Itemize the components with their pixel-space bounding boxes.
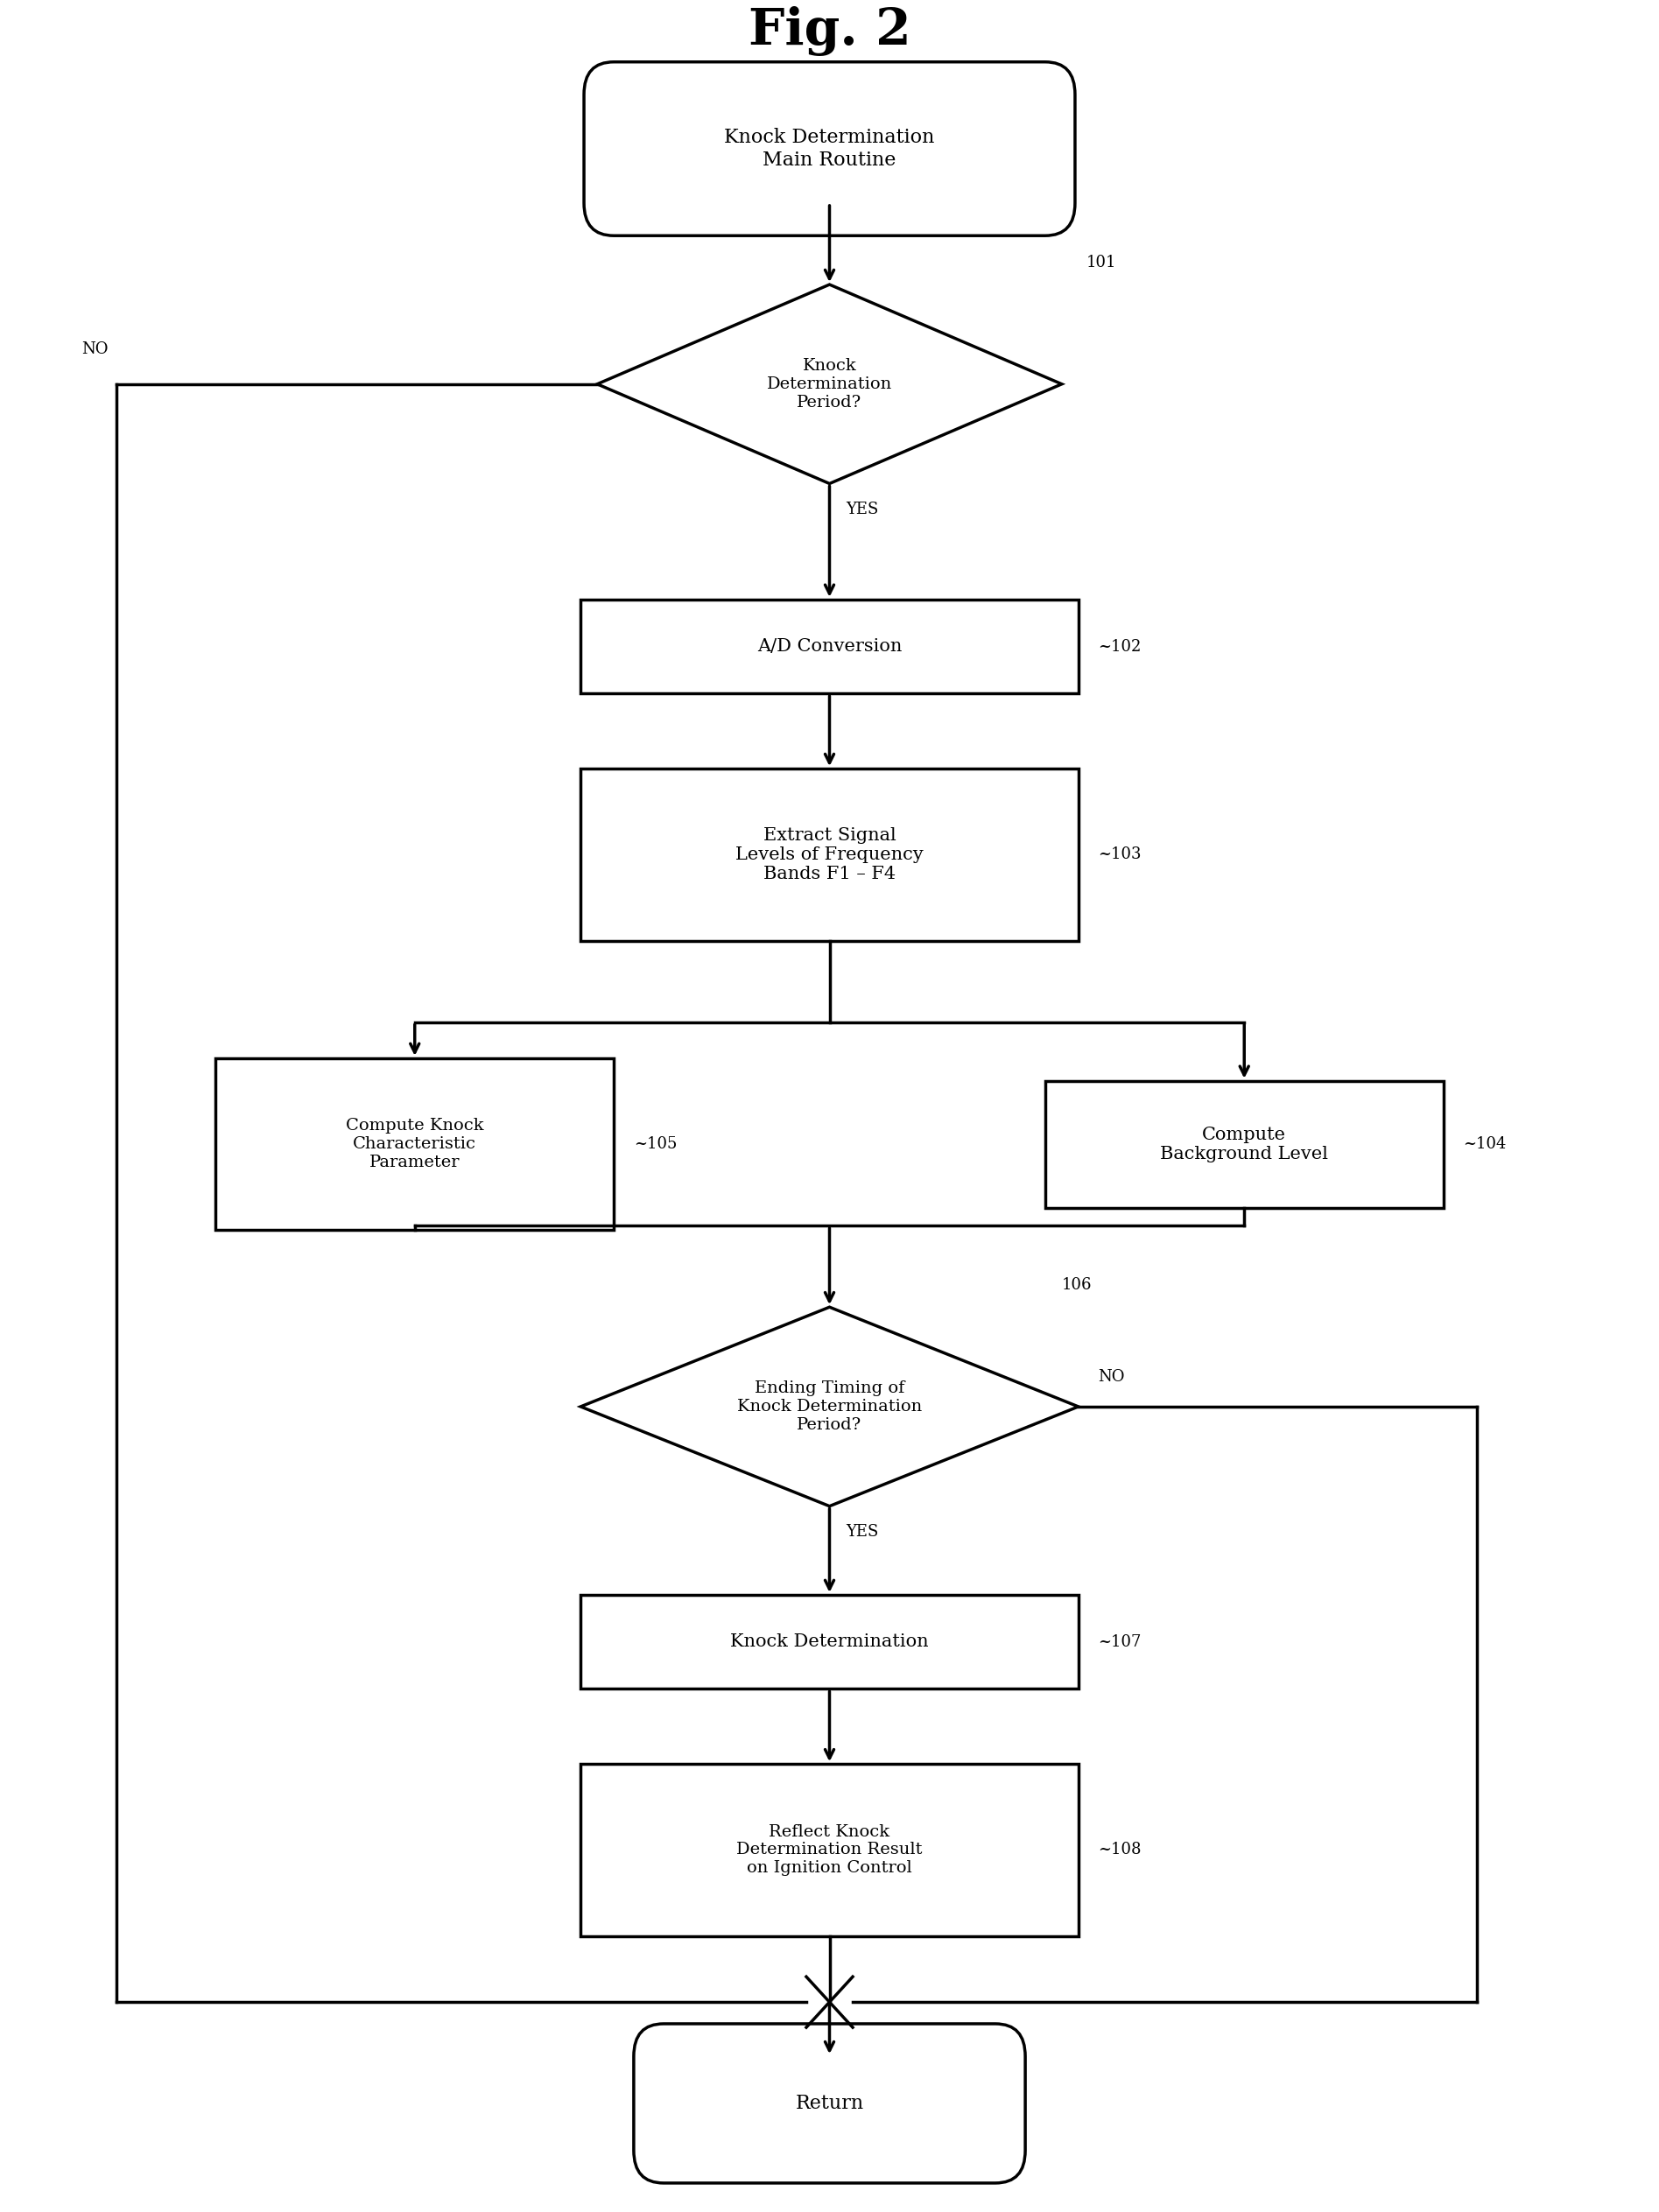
Text: 106: 106 bbox=[1062, 1276, 1092, 1292]
Text: ~105: ~105 bbox=[634, 1137, 677, 1152]
FancyBboxPatch shape bbox=[634, 2024, 1025, 2183]
Text: Knock
Determination
Period?: Knock Determination Period? bbox=[766, 358, 893, 409]
Text: YES: YES bbox=[846, 502, 879, 518]
Text: Knock Determination: Knock Determination bbox=[730, 1635, 929, 1650]
Text: NO: NO bbox=[1098, 1369, 1125, 1385]
Text: Return: Return bbox=[795, 2095, 864, 2112]
Text: ~102: ~102 bbox=[1098, 639, 1141, 655]
Text: 101: 101 bbox=[1087, 254, 1117, 270]
Polygon shape bbox=[581, 1307, 1078, 1506]
Bar bbox=[581, 599, 1078, 695]
Text: Fig. 2: Fig. 2 bbox=[748, 7, 911, 55]
Text: ~107: ~107 bbox=[1098, 1635, 1141, 1650]
FancyBboxPatch shape bbox=[584, 62, 1075, 237]
Bar bbox=[581, 768, 1078, 940]
Text: Reflect Knock
Determination Result
on Ignition Control: Reflect Knock Determination Result on Ig… bbox=[737, 1825, 922, 1876]
Text: ~104: ~104 bbox=[1463, 1137, 1506, 1152]
Text: YES: YES bbox=[846, 1524, 879, 1540]
Text: Compute
Background Level: Compute Background Level bbox=[1160, 1126, 1329, 1161]
Text: ~108: ~108 bbox=[1098, 1843, 1141, 1858]
Bar bbox=[581, 1763, 1078, 1936]
Bar bbox=[581, 1595, 1078, 1690]
Text: Compute Knock
Characteristic
Parameter: Compute Knock Characteristic Parameter bbox=[345, 1117, 484, 1170]
Polygon shape bbox=[597, 285, 1062, 484]
Text: Extract Signal
Levels of Frequency
Bands F1 – F4: Extract Signal Levels of Frequency Bands… bbox=[735, 827, 924, 883]
Text: NO: NO bbox=[81, 341, 108, 356]
Bar bbox=[216, 1057, 614, 1230]
Text: ~103: ~103 bbox=[1098, 847, 1141, 863]
Text: A/D Conversion: A/D Conversion bbox=[757, 639, 902, 655]
Bar bbox=[1045, 1082, 1443, 1208]
Text: Ending Timing of
Knock Determination
Period?: Ending Timing of Knock Determination Per… bbox=[737, 1380, 922, 1433]
Text: Knock Determination
Main Routine: Knock Determination Main Routine bbox=[725, 128, 934, 170]
